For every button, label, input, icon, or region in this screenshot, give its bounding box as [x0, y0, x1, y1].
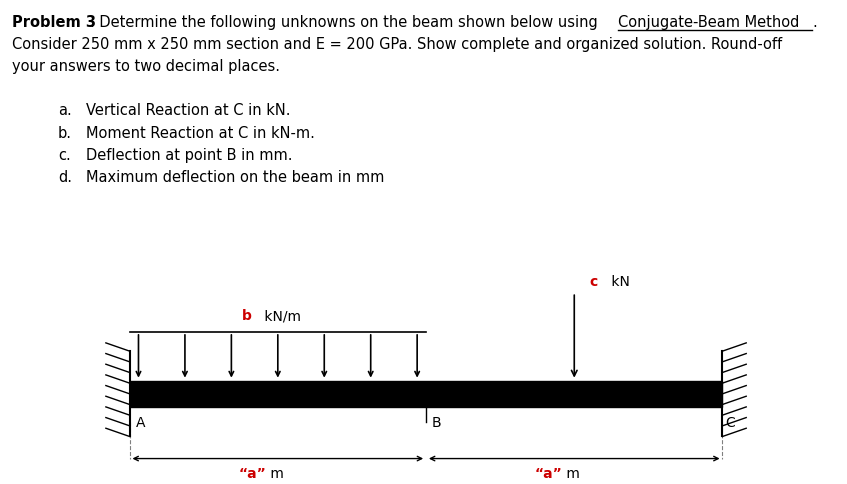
Text: b.: b.: [58, 125, 72, 140]
Text: Consider 250 mm x 250 mm section and E = 200 GPa. Show complete and organized so: Consider 250 mm x 250 mm section and E =…: [12, 37, 782, 52]
Text: Deflection at point B in mm.: Deflection at point B in mm.: [86, 148, 292, 163]
Text: B: B: [432, 416, 441, 430]
Text: .: .: [812, 15, 817, 30]
Bar: [130, 380, 722, 407]
Text: “a”: “a”: [534, 468, 562, 482]
Text: a.: a.: [58, 104, 72, 119]
Text: c.: c.: [58, 148, 71, 163]
Text: Moment Reaction at C in kN-m.: Moment Reaction at C in kN-m.: [86, 125, 315, 140]
Text: kN/m: kN/m: [260, 309, 301, 323]
Text: Vertical Reaction at C in kN.: Vertical Reaction at C in kN.: [86, 104, 291, 119]
Text: your answers to two decimal places.: your answers to two decimal places.: [12, 59, 280, 74]
Text: m: m: [266, 468, 284, 482]
Text: A: A: [136, 416, 145, 430]
Text: Maximum deflection on the beam in mm: Maximum deflection on the beam in mm: [86, 170, 385, 185]
Text: “a”: “a”: [238, 468, 266, 482]
Text: kN: kN: [607, 275, 630, 289]
Text: m: m: [562, 468, 580, 482]
Text: . Determine the following unknowns on the beam shown below using: . Determine the following unknowns on th…: [90, 15, 602, 30]
Text: Conjugate-Beam Method: Conjugate-Beam Method: [618, 15, 800, 30]
Text: b: b: [242, 309, 252, 323]
Text: Problem 3: Problem 3: [12, 15, 96, 30]
Text: d.: d.: [58, 170, 72, 185]
Text: C: C: [725, 416, 735, 430]
Text: c: c: [590, 275, 597, 289]
